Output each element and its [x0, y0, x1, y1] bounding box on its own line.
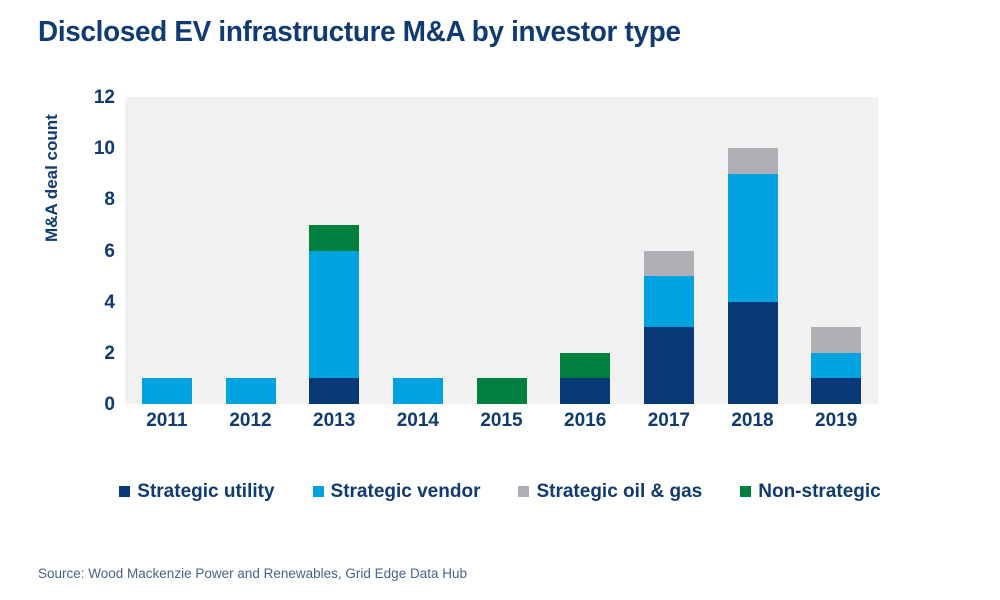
- legend-label: Non-strategic: [758, 481, 881, 502]
- bar-group-2012[interactable]: [225, 97, 276, 404]
- source-note: Source: Wood Mackenzie Power and Renewab…: [38, 566, 467, 581]
- x-tick-label-2016: 2016: [564, 410, 607, 431]
- bar-group-2018[interactable]: [727, 97, 778, 404]
- bar-segment-2013-strategic-utility[interactable]: [309, 378, 360, 404]
- x-tick-label-2013: 2013: [313, 410, 356, 431]
- legend-label: Strategic utility: [137, 481, 275, 502]
- legend-item-strategic-vendor[interactable]: Strategic vendor: [312, 481, 481, 502]
- bar-segment-2016-non-strategic[interactable]: [560, 352, 611, 379]
- y-axis-title: M&A deal count: [42, 114, 61, 242]
- x-tick-label-2018: 2018: [731, 410, 774, 431]
- square-swatch-icon: [740, 486, 752, 497]
- bar-segment-2019-strategic-vendor[interactable]: [811, 352, 862, 379]
- x-tick-label-2012: 2012: [229, 410, 272, 431]
- bar-segment-2017-strategic-vendor[interactable]: [643, 276, 694, 328]
- bar-segment-2017-strategic-oil-gas[interactable]: [643, 250, 694, 277]
- bar-segment-2011-strategic-vendor[interactable]: [141, 378, 192, 404]
- y-tick-label-6: 6: [104, 240, 115, 262]
- bar-group-2013[interactable]: [309, 97, 360, 404]
- chart-title: Disclosed EV infrastructure M&A by inves…: [38, 16, 681, 48]
- legend-label: Strategic oil & gas: [536, 481, 703, 502]
- legend-item-strategic-utility[interactable]: Strategic utility: [119, 481, 275, 502]
- bar-group-2019[interactable]: [811, 97, 862, 404]
- bar-group-2017[interactable]: [643, 97, 694, 404]
- y-tick-label-10: 10: [93, 138, 115, 160]
- x-tick-label-2011: 2011: [146, 410, 188, 431]
- square-swatch-icon: [518, 486, 530, 497]
- legend-label: Strategic vendor: [330, 481, 481, 502]
- bar-segment-2016-strategic-utility[interactable]: [560, 378, 611, 404]
- bar-group-2011[interactable]: [141, 97, 192, 404]
- legend-item-non-strategic[interactable]: Non-strategic: [740, 481, 881, 502]
- x-tick-label-2014: 2014: [396, 410, 439, 431]
- y-tick-label-2: 2: [104, 342, 115, 364]
- x-tick-label-2019: 2019: [815, 410, 858, 431]
- bar-segment-2017-strategic-utility[interactable]: [643, 327, 694, 404]
- bar-segment-2018-strategic-vendor[interactable]: [727, 173, 778, 302]
- plot-area: [125, 97, 878, 404]
- bar-segment-2018-strategic-oil-gas[interactable]: [727, 148, 778, 174]
- y-tick-label-4: 4: [104, 291, 115, 313]
- y-tick-label-8: 8: [104, 189, 115, 211]
- bar-segment-2019-strategic-oil-gas[interactable]: [811, 327, 862, 353]
- square-swatch-icon: [119, 486, 131, 497]
- bar-segment-2019-strategic-utility[interactable]: [811, 378, 862, 404]
- y-tick-label-12: 12: [93, 87, 115, 108]
- x-tick-label-2017: 2017: [647, 410, 690, 431]
- x-tick-label-2015: 2015: [480, 410, 523, 431]
- square-swatch-icon: [312, 486, 324, 497]
- y-tick-label-0: 0: [104, 394, 115, 415]
- bar-segment-2013-strategic-vendor[interactable]: [309, 250, 360, 379]
- bar-group-2015[interactable]: [476, 97, 527, 404]
- chart-legend: Strategic utility Strategic vendor Strateg…: [0, 482, 1000, 501]
- bar-segment-2015-non-strategic[interactable]: [476, 378, 527, 404]
- bar-segment-2013-non-strategic[interactable]: [309, 224, 360, 251]
- legend-item-strategic-oil-gas[interactable]: Strategic oil & gas: [518, 482, 702, 501]
- bar-group-2014[interactable]: [392, 97, 443, 404]
- bar-segment-2018-strategic-utility[interactable]: [727, 301, 778, 404]
- bar-segment-2014-strategic-vendor[interactable]: [392, 378, 443, 404]
- bar-segment-2012-strategic-vendor[interactable]: [225, 378, 276, 404]
- bar-group-2016[interactable]: [560, 97, 611, 404]
